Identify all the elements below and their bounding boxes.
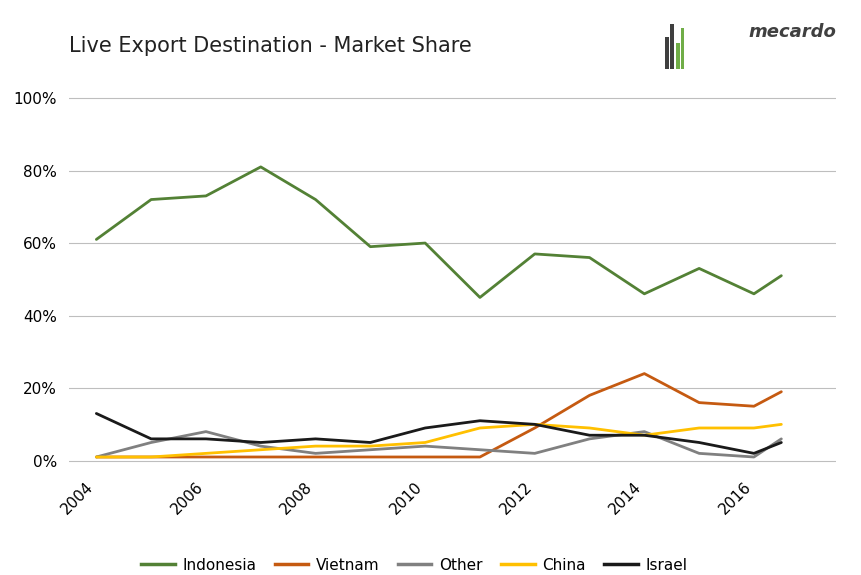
Bar	[680, 28, 684, 69]
Text: mecardo: mecardo	[747, 23, 835, 41]
Legend: Indonesia, Vietnam, Other, China, Israel: Indonesia, Vietnam, Other, China, Israel	[135, 551, 692, 575]
Bar	[665, 37, 668, 69]
Text: Live Export Destination - Market Share: Live Export Destination - Market Share	[69, 36, 471, 56]
Bar	[669, 24, 673, 69]
Bar	[675, 43, 678, 69]
